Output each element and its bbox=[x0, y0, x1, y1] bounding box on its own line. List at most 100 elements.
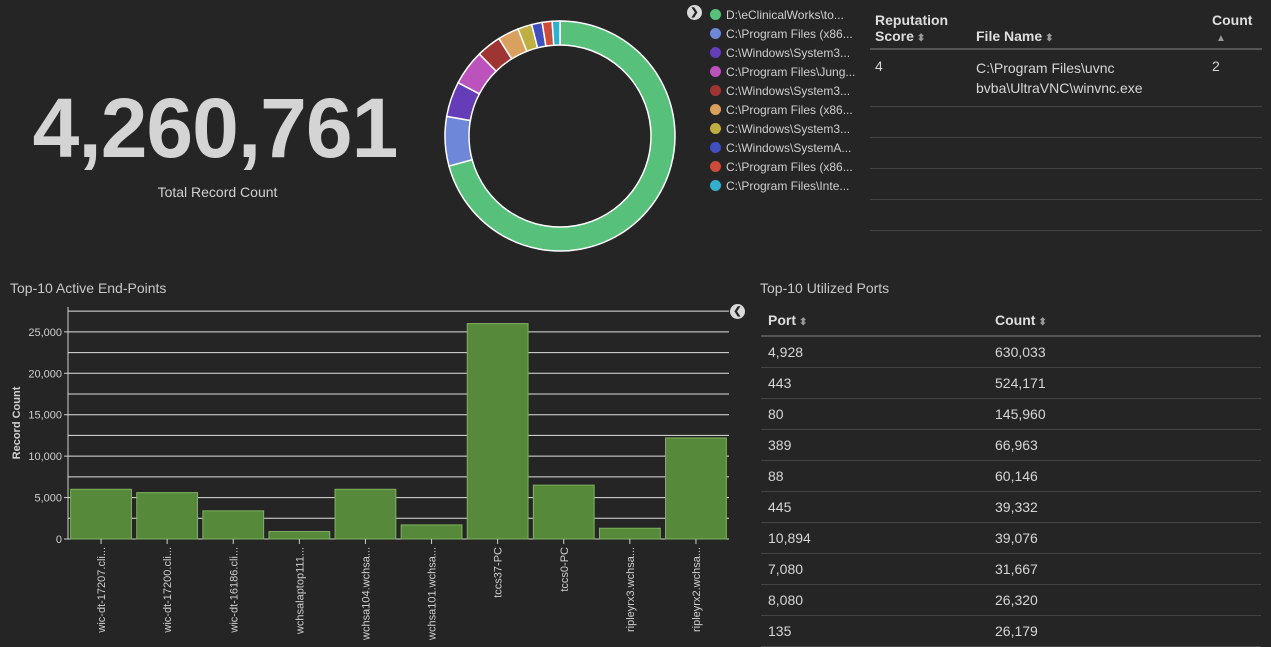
count-cell: 31,667 bbox=[988, 553, 1261, 585]
sort-ascending-icon[interactable]: ▲ bbox=[1216, 33, 1226, 44]
legend-item[interactable]: D:\eClinicalWorks\to... bbox=[710, 5, 860, 24]
port-cell: 135 bbox=[761, 615, 988, 647]
bar[interactable] bbox=[532, 484, 595, 540]
file-name-donut-chart bbox=[444, 20, 676, 252]
donut-slice[interactable] bbox=[444, 115, 474, 167]
x-tick-label: wic-dt-16186.cli... bbox=[228, 547, 240, 634]
table-row bbox=[870, 168, 1262, 200]
legend-label: D:\eClinicalWorks\to... bbox=[726, 7, 844, 22]
legend-color-swatch bbox=[710, 85, 721, 96]
table-row: 4 C:\Program Files\uvnc bvba\UltraVNC\wi… bbox=[870, 49, 1262, 107]
legend-label: C:\Windows\System3... bbox=[726, 83, 851, 98]
legend-label: C:\Windows\System3... bbox=[726, 45, 851, 60]
sort-icon[interactable]: ⬍ bbox=[916, 33, 926, 44]
count-cell: 630,033 bbox=[988, 336, 1261, 368]
y-tick-label: 20,000 bbox=[28, 368, 62, 380]
legend-item[interactable]: C:\Program Files\Inte... bbox=[710, 176, 860, 195]
legend-item[interactable]: C:\Windows\SystemA... bbox=[710, 138, 860, 157]
bar[interactable] bbox=[665, 437, 727, 540]
x-tick-label: tccs37-PC bbox=[493, 547, 505, 598]
count-cell: 60,146 bbox=[988, 460, 1261, 492]
x-tick-label: wchsalaptop111... bbox=[294, 547, 306, 635]
count-cell: 26,179 bbox=[988, 615, 1261, 647]
header-count[interactable]: Count ⬍ bbox=[988, 306, 1261, 337]
legend-label: C:\Program Files\Inte... bbox=[726, 178, 850, 193]
legend-label: C:\Windows\System3... bbox=[726, 121, 851, 136]
bar[interactable] bbox=[136, 492, 199, 540]
bar[interactable] bbox=[268, 531, 331, 540]
legend-color-swatch bbox=[710, 9, 721, 20]
legend-item[interactable]: C:\Program Files (x86... bbox=[710, 24, 860, 43]
y-tick-label: 25,000 bbox=[28, 327, 62, 339]
y-tick-label: 0 bbox=[56, 534, 62, 546]
bar[interactable] bbox=[334, 488, 397, 540]
legend-label: C:\Program Files\Jung... bbox=[726, 64, 856, 79]
count-cell: 39,076 bbox=[988, 522, 1261, 554]
bar[interactable] bbox=[598, 527, 661, 540]
count-cell: 66,963 bbox=[988, 429, 1261, 461]
endpoints-section-title: Top-10 Active End-Points bbox=[10, 280, 167, 296]
table-row: 135 26,179 bbox=[761, 615, 1261, 647]
count-cell: 524,171 bbox=[988, 367, 1261, 399]
port-cell: 443 bbox=[761, 367, 988, 399]
legend-item[interactable]: C:\Program Files (x86... bbox=[710, 100, 860, 119]
table-row: 8,080 26,320 bbox=[761, 584, 1261, 616]
x-tick-label: ripleyrx3.wchsa... bbox=[625, 547, 637, 632]
port-cell: 445 bbox=[761, 491, 988, 523]
sort-icon[interactable]: ⬍ bbox=[1038, 317, 1047, 328]
legend-toggle-icon[interactable]: ❯ bbox=[687, 5, 702, 20]
y-tick-label: 15,000 bbox=[28, 410, 62, 422]
port-cell: 8,080 bbox=[761, 584, 988, 616]
table-row: 443 524,171 bbox=[761, 367, 1261, 399]
reputation-table: Reputation Score ⬍ File Name ⬍ Count ▲ 4 C:… bbox=[870, 8, 1262, 231]
x-tick-label: wic-dt-17200.cli... bbox=[162, 547, 174, 634]
x-tick-label: tccs0-PC bbox=[559, 547, 571, 592]
legend-item[interactable]: C:\Windows\System3... bbox=[710, 119, 860, 138]
legend-color-swatch bbox=[710, 47, 721, 58]
donut-legend: D:\eClinicalWorks\to... C:\Program Files … bbox=[710, 5, 860, 195]
total-record-count-value: 4,260,761 bbox=[32, 81, 399, 175]
legend-item[interactable]: C:\Program Files (x86... bbox=[710, 157, 860, 176]
legend-color-swatch bbox=[710, 180, 721, 191]
legend-label: C:\Program Files (x86... bbox=[726, 26, 853, 41]
table-row: 10,894 39,076 bbox=[761, 522, 1261, 554]
chart-legend-toggle-icon[interactable]: ❮ bbox=[730, 304, 745, 319]
header-file-name[interactable]: File Name ⬍ bbox=[971, 8, 1207, 50]
table-row: 445 39,332 bbox=[761, 491, 1261, 523]
sort-icon[interactable]: ⬍ bbox=[1045, 33, 1054, 44]
header-count[interactable]: Count ▲ bbox=[1207, 8, 1262, 50]
legend-color-swatch bbox=[710, 66, 721, 77]
table-row: 389 66,963 bbox=[761, 429, 1261, 461]
legend-item[interactable]: C:\Windows\System3... bbox=[710, 43, 860, 62]
header-reputation-score[interactable]: Reputation Score ⬍ bbox=[870, 8, 971, 50]
header-port[interactable]: Port ⬍ bbox=[761, 306, 988, 337]
file-name-cell: C:\Program Files\uvnc bvba\UltraVNC\winv… bbox=[971, 49, 1207, 107]
count-cell: 39,332 bbox=[988, 491, 1261, 523]
sort-icon[interactable]: ⬍ bbox=[799, 317, 808, 328]
donut-slice[interactable] bbox=[448, 20, 676, 252]
donut-slice[interactable] bbox=[551, 20, 561, 47]
ports-table: Port ⬍ Count ⬍ 4,928 630,033 443 524,171 80 145… bbox=[761, 306, 1261, 647]
table-row: 88 60,146 bbox=[761, 460, 1261, 492]
table-row: 80 145,960 bbox=[761, 398, 1261, 430]
legend-color-swatch bbox=[710, 28, 721, 39]
total-record-count-label: Total Record Count bbox=[157, 184, 278, 200]
endpoints-bar-chart: 0 5,000 10,000 15,000 20,000 25,000 Record Cou… bbox=[11, 307, 729, 641]
legend-item[interactable]: C:\Program Files\Jung... bbox=[710, 62, 860, 81]
bar[interactable] bbox=[466, 323, 529, 540]
port-cell: 88 bbox=[761, 460, 988, 492]
bar[interactable] bbox=[70, 488, 132, 540]
count-cell: 145,960 bbox=[988, 398, 1261, 430]
count-cell: 2 bbox=[1207, 49, 1262, 107]
y-tick-label: 5,000 bbox=[34, 493, 62, 505]
x-tick-label: wic-dt-17207.cli... bbox=[96, 547, 108, 634]
reputation-score-cell: 4 bbox=[870, 49, 971, 107]
bar[interactable] bbox=[202, 510, 265, 540]
port-cell: 80 bbox=[761, 398, 988, 430]
y-axis-label: Record Count bbox=[11, 386, 23, 459]
legend-color-swatch bbox=[710, 161, 721, 172]
count-cell: 26,320 bbox=[988, 584, 1261, 616]
bar[interactable] bbox=[400, 524, 463, 540]
legend-item[interactable]: C:\Windows\System3... bbox=[710, 81, 860, 100]
x-tick-label: wchsa101.wchsa... bbox=[427, 547, 439, 641]
